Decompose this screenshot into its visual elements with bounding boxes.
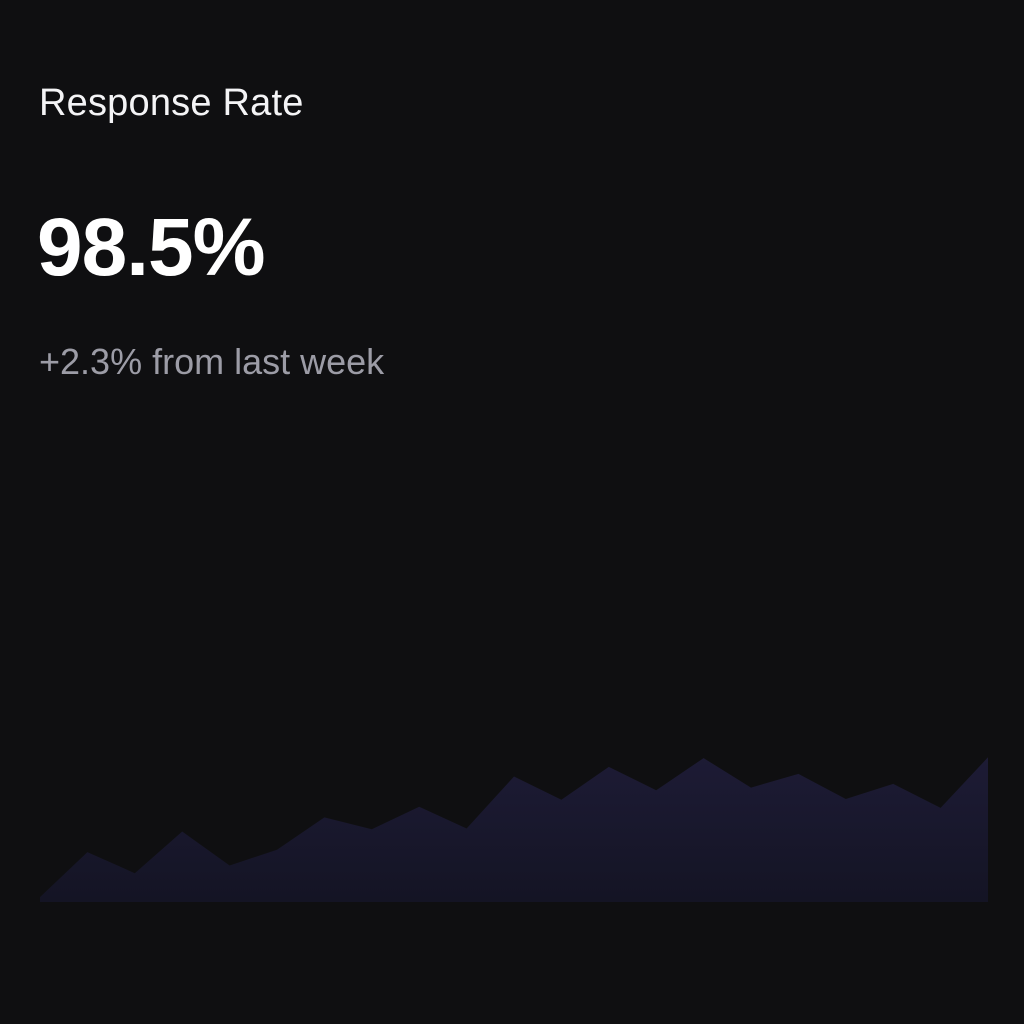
metric-value: 98.5% — [37, 202, 266, 293]
metric-change: +2.3% from last week — [39, 341, 385, 382]
sparkline-area — [40, 757, 988, 902]
card-title: Response Rate — [39, 82, 304, 124]
sparkline-chart — [40, 757, 988, 902]
